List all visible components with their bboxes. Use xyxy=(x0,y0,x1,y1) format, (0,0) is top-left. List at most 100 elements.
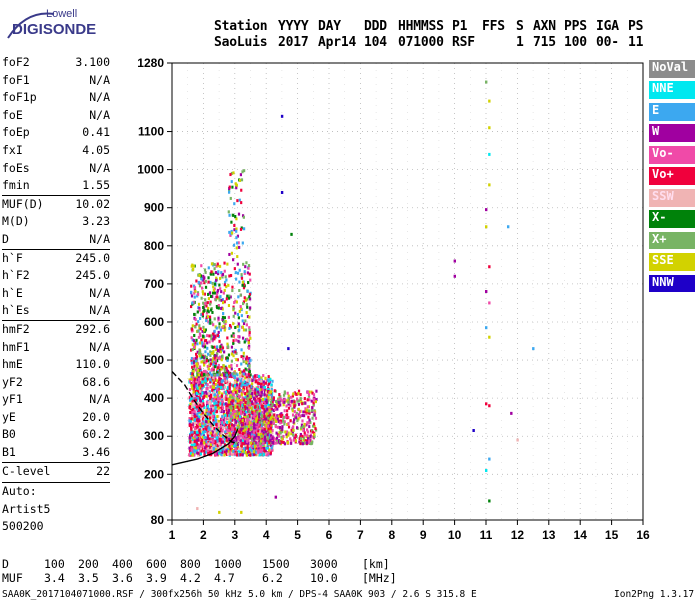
echo-mark xyxy=(200,432,203,436)
echo-mark xyxy=(241,451,244,455)
echo-mark xyxy=(313,413,316,417)
legend-item-nne: NNE xyxy=(649,81,695,100)
echo-mark xyxy=(218,298,221,302)
echo-mark xyxy=(218,383,221,387)
param-value: 10.02 xyxy=(75,196,110,211)
echo-mark xyxy=(244,441,247,445)
echo-mark xyxy=(230,352,234,356)
echo-mark xyxy=(272,421,275,425)
echo-mark xyxy=(210,351,213,355)
echo-mark xyxy=(257,435,260,439)
echo-mark xyxy=(230,345,234,349)
echo-mark xyxy=(201,286,204,290)
echo-mark xyxy=(211,359,214,363)
echo-mark xyxy=(218,442,221,446)
echo-mark xyxy=(189,440,192,444)
echo-mark xyxy=(210,337,213,341)
echo-mark xyxy=(226,413,229,417)
echo-mark xyxy=(195,423,199,427)
echo-mark xyxy=(189,420,192,424)
echo-mark xyxy=(193,449,196,453)
echo-mark xyxy=(200,438,203,442)
echo-mark xyxy=(207,372,211,376)
echo-mark xyxy=(233,381,236,385)
echo-mark xyxy=(215,276,218,280)
echo-mark xyxy=(192,443,195,447)
echo-mark xyxy=(225,285,228,289)
echo-mark xyxy=(198,273,201,277)
param-row: B1 3.46 xyxy=(2,444,110,462)
echo-mark xyxy=(208,450,211,454)
echo-mark xyxy=(207,442,210,446)
echo-mark xyxy=(232,410,235,414)
echo-mark xyxy=(204,427,208,431)
echo-mark xyxy=(225,428,228,432)
echo-mark xyxy=(226,389,229,393)
param-row: yF1 N/A xyxy=(2,391,110,409)
echo-mark xyxy=(198,415,201,419)
echo-mark xyxy=(230,383,233,387)
echo-mark xyxy=(195,370,199,374)
echo-mark xyxy=(256,390,260,394)
echo-mark xyxy=(193,431,196,435)
echo-mark xyxy=(242,369,246,373)
echo-mark xyxy=(280,412,283,416)
echo-mark xyxy=(243,270,246,274)
echo-mark xyxy=(238,389,241,393)
echo-mark xyxy=(196,412,199,416)
echo-mark xyxy=(219,442,222,446)
echo-mark xyxy=(239,399,242,403)
echo-mark xyxy=(190,348,193,352)
param-row: hmF1 N/A xyxy=(2,339,110,357)
echo-mark xyxy=(269,451,272,455)
echo-mark xyxy=(223,261,226,265)
echo-mark xyxy=(206,404,210,408)
echo-mark xyxy=(243,412,246,416)
param-name: hmF2 xyxy=(2,321,30,336)
echo-mark xyxy=(223,418,226,422)
echo-mark xyxy=(250,423,253,427)
echo-mark xyxy=(202,416,205,420)
echo-mark xyxy=(236,255,239,259)
echo-mark xyxy=(243,447,246,451)
echo-mark xyxy=(188,388,192,392)
echo-mark xyxy=(228,324,232,328)
echo-mark xyxy=(301,414,304,418)
echo-point xyxy=(280,190,284,194)
echo-mark xyxy=(192,300,195,304)
echo-mark xyxy=(202,402,205,406)
echo-mark xyxy=(214,354,217,358)
echo-mark xyxy=(241,406,244,410)
echo-mark xyxy=(242,429,245,433)
echo-mark xyxy=(204,377,207,381)
echo-mark xyxy=(193,344,197,348)
echo-mark xyxy=(286,391,289,395)
echo-mark xyxy=(242,390,245,394)
echo-mark xyxy=(238,198,241,202)
echo-mark xyxy=(232,322,235,326)
echo-mark xyxy=(312,393,316,397)
echo-mark xyxy=(241,453,244,457)
echo-mark xyxy=(192,346,196,350)
echo-mark xyxy=(286,409,289,413)
echo-mark xyxy=(235,186,238,190)
echo-mark xyxy=(190,361,193,365)
echo-mark xyxy=(212,350,215,354)
echo-mark xyxy=(248,328,251,332)
param-row: fmin 1.55 xyxy=(2,177,110,195)
echo-mark xyxy=(245,375,249,379)
echo-mark xyxy=(201,444,204,448)
echo-mark xyxy=(211,385,215,389)
echo-mark xyxy=(216,439,219,443)
echo-mark xyxy=(303,414,306,418)
echo-mark xyxy=(271,379,274,383)
x-tick-label: 13 xyxy=(542,528,556,542)
echo-mark xyxy=(247,424,250,428)
echo-mark xyxy=(293,418,296,422)
echo-mark xyxy=(262,422,265,426)
echo-mark xyxy=(233,415,236,419)
echo-mark xyxy=(238,324,241,328)
echo-mark xyxy=(231,444,234,448)
echo-mark xyxy=(299,442,302,446)
echo-mark xyxy=(308,418,311,422)
